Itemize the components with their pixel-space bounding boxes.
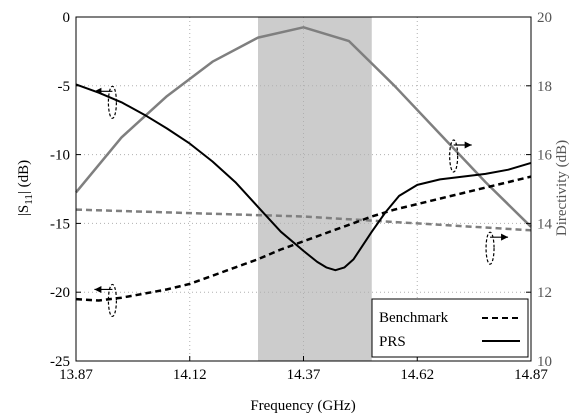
shaded-band-layer [258,17,372,361]
legend-label-prs: PRS [379,334,406,350]
x-axis-label: Frequency (GHz) [250,398,355,413]
indicator-benchmark-directivity-right-axis [485,231,509,265]
series-line-benchmark-directivity [75,208,532,232]
indicator-benchmark-s11-left-axis-ellipse [107,283,118,318]
legend-label-benchmark: Benchmark [379,310,449,326]
series-line-benchmark-s11 [75,175,532,302]
grid-layer [76,17,531,361]
y-axis-label-right: Directivity (dB) [554,140,570,236]
indicator-benchmark-s11-left-axis-arrow-head [94,285,102,293]
indicator-prs-directivity-right-axis-ellipse [449,139,459,173]
x-tick-label: 14.62 [400,367,434,383]
y-right-tick-label: 12 [537,285,552,301]
y-left-tick-label: -20 [50,285,70,301]
legend: Benchmark PRS [371,298,529,358]
annotation-layer [94,85,509,318]
indicator-prs-s11-left-axis [94,85,118,119]
series-layer [75,26,532,302]
indicator-prs-s11-left-axis-arrow-head [94,87,102,95]
y-right-tick-label: 20 [537,10,552,26]
series-line-prs-s11 [75,83,532,272]
y-left-tick-label: -25 [50,354,70,370]
y-right-tick-label: 14 [537,216,553,232]
indicator-prs-s11-left-axis-ellipse [107,85,118,119]
y-axis-label-left: |S11| (dB) [16,160,35,216]
legend-box [371,298,529,358]
indicator-benchmark-directivity-right-axis-ellipse [485,231,495,265]
indicator-prs-directivity-right-axis [449,139,472,173]
y-right-tick-label: 18 [537,79,552,95]
series-line-prs-directivity [75,26,532,228]
x-tick-label: 13.87 [59,367,93,383]
indicator-benchmark-s11-left-axis [94,283,118,318]
y-left-tick-label: -15 [50,216,70,232]
y-right-tick-label: 16 [537,148,553,164]
tick-layer: 13.87 14.12 14.37 14.62 14.87 0 -5 -10 -15 -20 -25… [50,10,553,383]
shaded-band [258,17,372,361]
x-tick-label: 14.87 [514,367,548,383]
x-tick-label: 14.37 [287,367,321,383]
indicator-benchmark-directivity-right-axis-arrow-head [501,233,509,241]
y-left-tick-label: 0 [63,10,71,26]
y-left-tick-label: -10 [50,148,70,164]
y-right-tick-label: 10 [537,354,552,370]
x-tick-label: 14.12 [173,367,207,383]
indicator-prs-directivity-right-axis-arrow-head [464,141,472,149]
y-left-tick-label: -5 [58,79,71,95]
